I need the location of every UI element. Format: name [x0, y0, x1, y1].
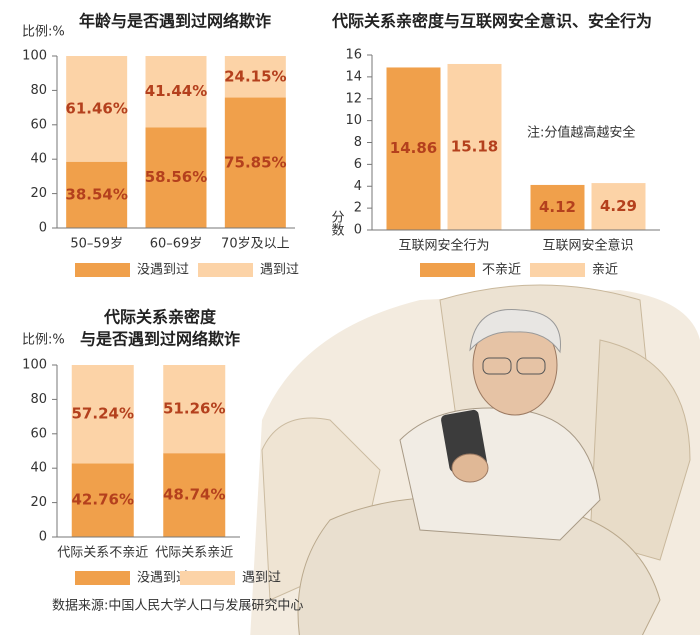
legend-label: 遇到过 — [260, 263, 299, 278]
bar — [224, 56, 286, 98]
y-tick-label: 60 — [30, 117, 47, 132]
legend-swatch — [75, 571, 130, 585]
value-label: 75.85% — [224, 153, 286, 171]
x-tick-label: 60–69岁 — [150, 237, 203, 252]
bar — [591, 183, 646, 230]
bar — [163, 453, 226, 537]
chart-title: 与是否遇到过网络欺诈 — [80, 330, 240, 349]
y-tick-label: 100 — [22, 49, 47, 64]
legend-label: 亲近 — [592, 263, 618, 278]
bar — [163, 365, 226, 454]
y-tick-label: 20 — [30, 186, 47, 201]
chart-title: 代际关系亲密度与互联网安全意识、安全行为 — [331, 12, 652, 31]
value-label: 4.12 — [539, 198, 576, 216]
value-label: 4.29 — [600, 197, 637, 215]
chart-title: 代际关系亲密度 — [103, 308, 217, 327]
x-tick-label: 代际关系亲近 — [155, 546, 233, 561]
legend-swatch — [75, 263, 130, 277]
y-tick-label: 0 — [354, 223, 362, 238]
bar — [71, 463, 134, 537]
value-label: 38.54% — [65, 185, 127, 203]
value-label: 61.46% — [65, 99, 127, 117]
bar — [224, 97, 286, 229]
bar — [145, 127, 207, 228]
legend-swatch — [530, 263, 585, 277]
source-note: 数据来源:中国人民大学人口与发展研究中心 — [52, 598, 303, 614]
x-tick-label: 互联网安全意识 — [542, 238, 633, 254]
bar — [66, 161, 128, 228]
x-tick-label: 70岁及以上 — [221, 237, 290, 252]
y-tick-label: 60 — [30, 426, 47, 441]
bar — [530, 184, 585, 230]
y-tick-label: 2 — [354, 201, 362, 216]
legend-label: 没遇到过 — [137, 571, 189, 586]
y-tick-label: 80 — [30, 83, 47, 98]
bar — [71, 365, 134, 464]
value-label: 57.24% — [72, 405, 134, 423]
x-tick-label: 互联网安全行为 — [398, 238, 489, 254]
value-label: 24.15% — [224, 67, 286, 85]
y-tick-label: 20 — [30, 495, 47, 510]
legend-label: 没遇到过 — [137, 263, 189, 278]
bar — [145, 56, 207, 128]
legend-swatch — [198, 263, 253, 277]
y-tick-label: 8 — [354, 135, 362, 150]
x-tick-label: 50–59岁 — [70, 237, 123, 252]
y-axis-label: 比例:% — [22, 333, 65, 348]
legend-swatch — [420, 263, 475, 277]
y-tick-label: 0 — [39, 530, 47, 545]
y-tick-label: 80 — [30, 392, 47, 407]
value-label: 14.86 — [390, 139, 437, 157]
bar — [447, 63, 502, 230]
y-tick-label: 40 — [30, 152, 47, 167]
illustration — [250, 284, 700, 635]
value-label: 42.76% — [72, 491, 134, 509]
chart-title: 年龄与是否遇到过网络欺诈 — [79, 12, 271, 31]
y-tick-label: 0 — [39, 221, 47, 236]
value-label: 51.26% — [163, 400, 225, 418]
y-tick-label: 6 — [354, 157, 362, 172]
y-axis-label: 分数 — [329, 210, 345, 236]
value-label: 15.18 — [451, 137, 498, 155]
value-label: 41.44% — [145, 82, 207, 100]
bar — [66, 56, 128, 162]
x-tick-label: 代际关系不亲近 — [57, 546, 148, 561]
y-tick-label: 40 — [30, 461, 47, 476]
y-tick-label: 14 — [345, 69, 362, 84]
value-label: 58.56% — [145, 168, 207, 186]
y-tick-label: 100 — [22, 358, 47, 373]
value-label: 48.74% — [163, 486, 225, 504]
legend-label: 不亲近 — [482, 263, 521, 278]
y-tick-label: 16 — [345, 48, 362, 63]
legend-label: 遇到过 — [242, 571, 281, 586]
y-axis-label: 比例:% — [22, 25, 65, 40]
y-tick-label: 10 — [345, 113, 362, 128]
bar — [386, 67, 441, 230]
y-tick-label: 4 — [354, 179, 362, 194]
annotation: 注:分值越高越安全 — [527, 125, 635, 141]
y-tick-label: 12 — [345, 91, 362, 106]
legend-swatch — [180, 571, 235, 585]
